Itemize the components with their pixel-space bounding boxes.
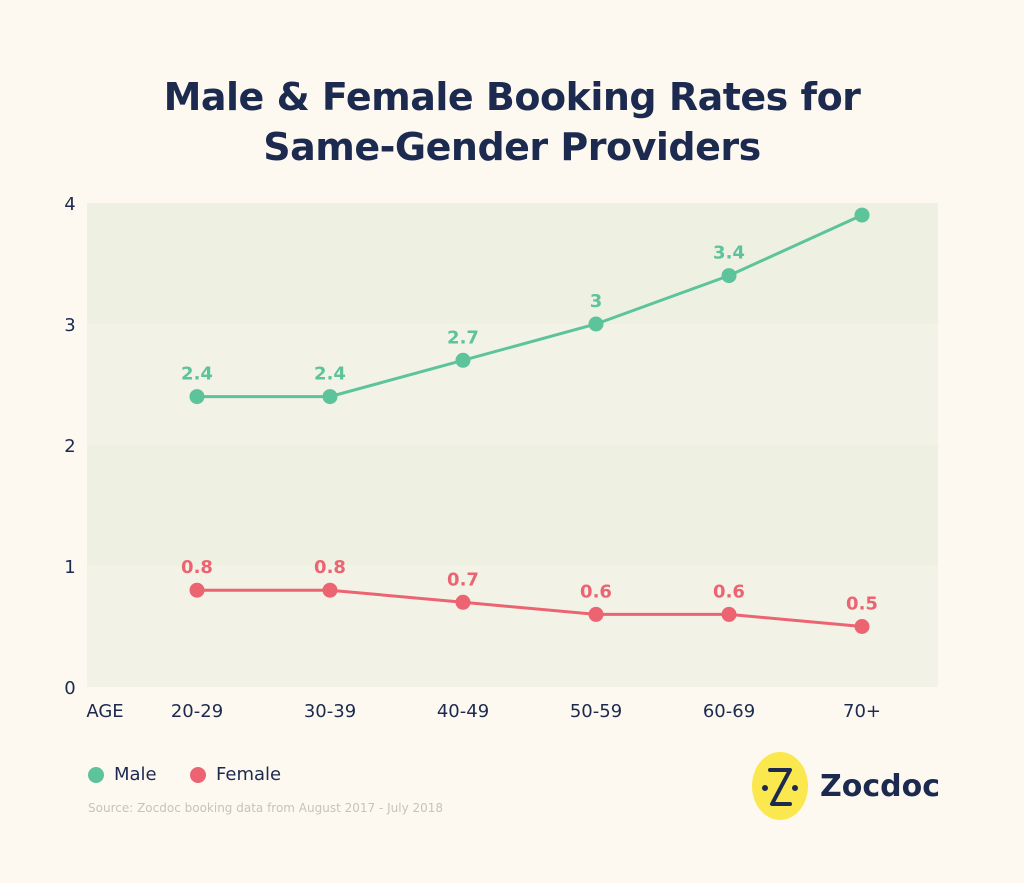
x-tick-label: 50-59 — [570, 701, 622, 722]
x-tick-label: 70+ — [843, 701, 881, 722]
female-dot-icon — [190, 766, 206, 783]
x-tick-label: 60-69 — [703, 701, 755, 722]
male-data-label: 2.7 — [447, 327, 479, 348]
source-note: Source: Zocdoc booking data from August … — [88, 801, 444, 815]
zocdoc-logo: Zocdoc — [752, 752, 940, 820]
female-data-label: 0.8 — [314, 557, 346, 578]
female-data-label: 0.8 — [181, 557, 213, 578]
male-data-label: 2.4 — [181, 364, 213, 385]
legend-female-label: Female — [216, 764, 282, 785]
male-point — [189, 389, 205, 405]
grid-band — [87, 203, 938, 324]
y-tick-label: 2 — [64, 436, 75, 457]
male-data-label: 3 — [590, 291, 603, 312]
male-data-label: 3.4 — [713, 243, 745, 264]
male-point — [588, 316, 604, 332]
title-line-2: Same-Gender Providers — [263, 125, 761, 169]
female-point — [588, 606, 604, 622]
male-dot-icon — [88, 766, 104, 783]
x-tick-label: 40-49 — [437, 701, 489, 722]
male-point — [455, 352, 471, 368]
legend-male-label: Male — [114, 764, 157, 785]
x-tick-label: 20-29 — [171, 701, 223, 722]
grid-band — [87, 566, 938, 687]
x-axis-label: AGE — [86, 701, 123, 722]
y-tick-label: 4 — [64, 194, 75, 215]
male-line — [197, 213, 863, 399]
y-tick-label: 3 — [64, 315, 75, 336]
female-point — [721, 606, 737, 622]
female-data-label: 0.6 — [713, 581, 745, 602]
logo-wordmark: Zocdoc — [820, 768, 941, 804]
grid-band — [87, 324, 938, 445]
male-data-label: 2.4 — [314, 364, 346, 385]
zocdoc-logo-icon — [752, 752, 808, 820]
male-point — [721, 268, 737, 284]
female-point — [189, 582, 205, 598]
x-tick-label: 30-39 — [304, 701, 356, 722]
y-tick-label: 0 — [64, 678, 75, 699]
female-point — [854, 619, 870, 634]
title-line-1: Male & Female Booking Rates for — [163, 75, 861, 119]
male-point — [854, 207, 870, 223]
grid-band — [87, 445, 938, 566]
male-point — [322, 389, 338, 405]
legend-male: Male — [88, 764, 157, 785]
chart-title: Male & Female Booking Rates for Same-Gen… — [0, 72, 1024, 172]
female-data-label: 0.7 — [447, 569, 479, 590]
y-tick-label: 1 — [64, 557, 75, 578]
female-data-label: 0.5 — [846, 594, 878, 615]
legend-female: Female — [190, 764, 281, 785]
female-data-label: 0.6 — [580, 581, 612, 602]
female-point — [455, 594, 471, 610]
female-point — [322, 582, 338, 598]
female-line — [197, 588, 863, 628]
